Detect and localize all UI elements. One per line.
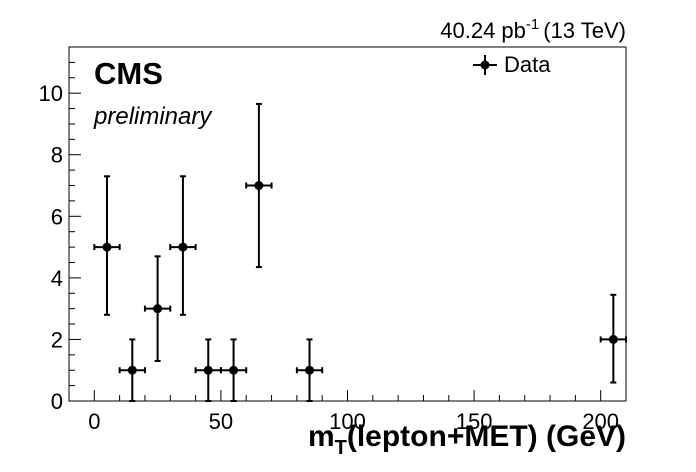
y-tick-label: 8 — [51, 143, 63, 168]
lumi-exponent: -1 — [526, 16, 539, 33]
lumi-value: 40.24 pb — [440, 18, 526, 43]
plot-frame — [68, 46, 627, 402]
data-marker — [608, 334, 618, 344]
legend-marker-dot — [480, 60, 490, 70]
data-point — [194, 338, 222, 402]
y-tick-label: 6 — [51, 204, 63, 229]
data-point — [93, 175, 121, 316]
x-axis-title-rest: (lepton+MET) (GeV) — [347, 420, 626, 453]
data-point — [169, 175, 197, 316]
y-tick-label: 0 — [51, 389, 63, 414]
x-tick-label: 0 — [88, 409, 100, 434]
y-tick-label: 2 — [51, 327, 63, 352]
legend-entry-data: Data — [504, 52, 551, 77]
axis-ticks — [69, 46, 627, 402]
x-axis-title-main: m — [308, 420, 335, 453]
data-marker — [102, 242, 112, 252]
data-marker — [305, 365, 315, 375]
x-tick-label: 150 — [456, 409, 493, 434]
x-tick-label: 200 — [582, 409, 619, 434]
experiment-label: CMS — [94, 56, 163, 91]
energy-label: (13 TeV) — [543, 18, 626, 43]
y-tick-label: 4 — [51, 266, 63, 291]
data-marker — [153, 304, 163, 314]
data-point — [118, 338, 146, 402]
x-tick-label: 50 — [209, 409, 233, 434]
data-marker — [229, 365, 239, 375]
data-point — [599, 293, 627, 384]
legend: Data — [473, 52, 551, 77]
data-marker — [178, 242, 188, 252]
data-point — [143, 255, 172, 362]
data-marker — [203, 365, 213, 375]
data-marker — [254, 181, 264, 191]
data-point — [219, 338, 248, 402]
data-point — [245, 102, 273, 269]
x-tick-label: 100 — [329, 409, 366, 434]
y-tick-label: 10 — [39, 81, 63, 106]
axis-tick-labels: 0 50 100 150 200 0 2 4 6 8 10 — [39, 81, 620, 434]
lumi-header: 40.24 pb-1 (13 TeV) — [440, 16, 626, 43]
x-axis-title-subscript: T — [335, 437, 347, 459]
experiment-sublabel: preliminary — [93, 103, 213, 130]
data-point — [295, 338, 324, 402]
data-points — [93, 102, 627, 402]
x-axis-title: mT(lepton+MET) (GeV) — [308, 420, 626, 459]
data-marker — [127, 365, 137, 375]
